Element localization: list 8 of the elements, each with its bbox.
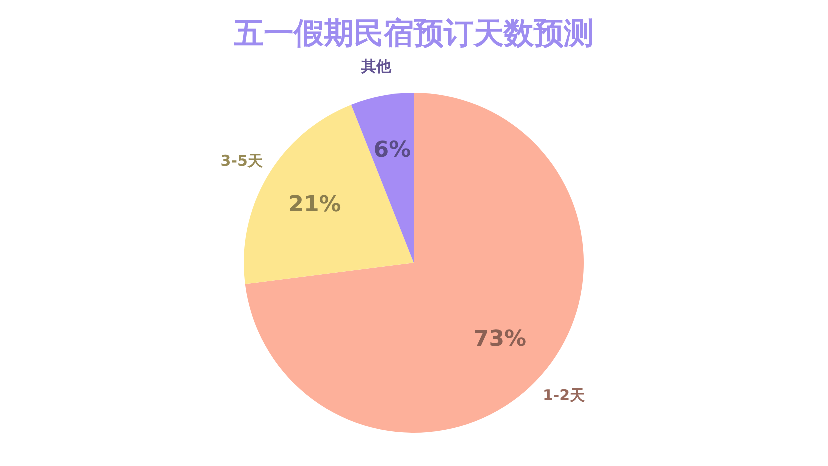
data-label: 21% [288, 192, 342, 218]
data-label: 73% [474, 327, 527, 352]
slice-label: 3-5天 [220, 152, 264, 170]
slice-label: 其他 [360, 58, 393, 76]
data-label: 6% [374, 138, 412, 164]
chart-title: 五一假期民宿预订天数预测 [233, 16, 594, 52]
slice-label: 1-2天 [542, 386, 586, 404]
pie-slice [351, 93, 414, 263]
